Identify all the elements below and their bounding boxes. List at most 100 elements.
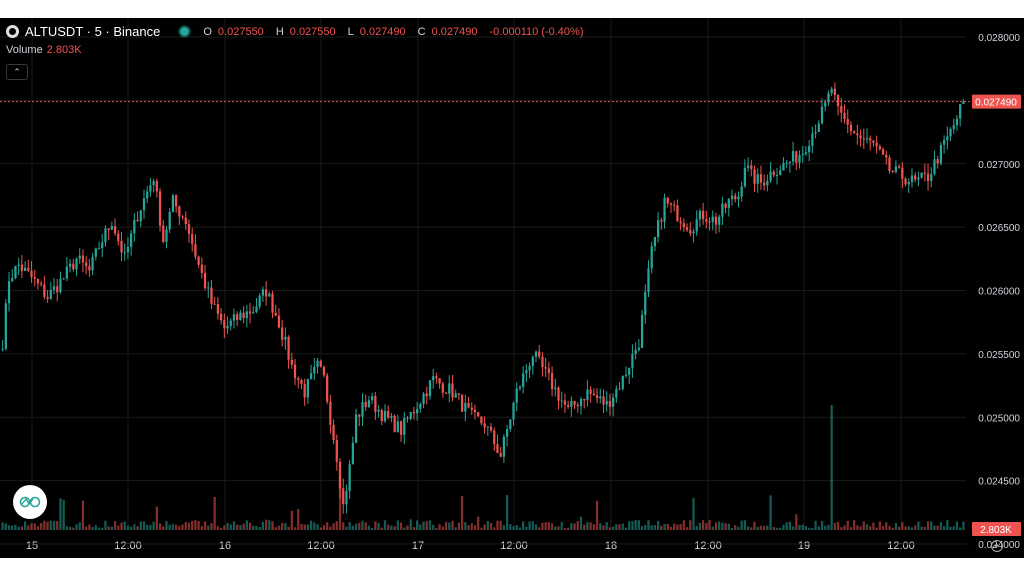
candle-body xyxy=(952,125,955,129)
volume-bar xyxy=(293,527,297,530)
volume-bar xyxy=(640,526,644,530)
volume-bar xyxy=(586,522,589,530)
candle-body xyxy=(763,182,766,186)
candle-body xyxy=(49,289,52,299)
volume-bar xyxy=(541,522,544,530)
volume-bar xyxy=(666,524,669,530)
volume-bar xyxy=(107,526,110,530)
settings-icon[interactable] xyxy=(991,540,1003,552)
candle-body xyxy=(525,370,528,374)
x-tick-label: 12:00 xyxy=(307,540,335,552)
candle-body xyxy=(679,221,682,224)
candle-body xyxy=(894,166,898,172)
volume-bar xyxy=(904,526,907,530)
collapse-legend-button[interactable]: ⌃ xyxy=(6,64,28,80)
volume-bar xyxy=(59,498,62,530)
volume-bar xyxy=(335,521,338,530)
candle-body xyxy=(695,219,698,232)
volume-bar xyxy=(85,526,88,530)
chevron-up-icon: ⌃ xyxy=(13,67,21,77)
volume-bar xyxy=(618,524,621,530)
candle-body xyxy=(840,106,843,113)
candle-body xyxy=(811,133,814,146)
volume-bar xyxy=(788,521,791,530)
volume-bar xyxy=(448,522,451,530)
price-chart[interactable]: 15 12:00 16 12:00 17 12:00 18 12:00 19 12:00 0.028… xyxy=(0,18,1024,558)
candle-body xyxy=(454,393,457,398)
x-tick-label: 19 xyxy=(798,540,810,552)
volume-bar xyxy=(567,527,570,530)
candle-body xyxy=(650,246,653,269)
volume-bar xyxy=(223,525,226,530)
candle-body xyxy=(567,404,570,407)
volume-bar xyxy=(589,522,592,530)
candle-body xyxy=(817,123,820,132)
volume-bar xyxy=(255,526,258,530)
candle-body xyxy=(946,136,949,141)
volume-bar xyxy=(563,527,567,530)
candle-body xyxy=(801,153,804,155)
volume-bar xyxy=(383,520,387,530)
volume-bar xyxy=(306,524,309,530)
volume-bar xyxy=(364,522,367,530)
volume-bar xyxy=(734,525,737,530)
volume-bar xyxy=(178,525,181,530)
volume-bar xyxy=(213,496,216,530)
volume-bar xyxy=(650,525,653,530)
candle-body xyxy=(207,287,210,289)
volume-bar xyxy=(901,522,904,530)
volume-bar xyxy=(377,522,380,530)
candle-body xyxy=(483,423,486,428)
volume-bar xyxy=(486,521,489,530)
candle-body xyxy=(531,356,534,367)
candle-body xyxy=(464,403,467,412)
volume-bar xyxy=(743,520,747,530)
candle-body xyxy=(216,304,220,314)
volume-bar xyxy=(332,523,335,530)
candle-body xyxy=(43,284,46,297)
volume-bar xyxy=(518,527,522,530)
candle-body xyxy=(795,151,798,163)
open-key: O xyxy=(203,25,212,38)
chart-area[interactable]: 15 12:00 16 12:00 17 12:00 18 12:00 19 12:00 0.028… xyxy=(0,18,1024,558)
candle-body xyxy=(252,312,255,314)
volume-bar xyxy=(303,524,306,530)
candle-body xyxy=(640,314,644,348)
candle-body xyxy=(605,400,608,405)
volume-bar xyxy=(833,522,836,530)
volume-bar xyxy=(416,520,419,530)
candle-body xyxy=(438,378,441,384)
volume-bar xyxy=(663,523,666,530)
tradingview-logo[interactable] xyxy=(13,485,47,519)
candle-body xyxy=(197,256,200,265)
candle-body xyxy=(926,173,930,181)
volume-bar xyxy=(692,498,695,530)
candle-body xyxy=(573,401,576,405)
volume-bar xyxy=(1,522,4,530)
candle-body xyxy=(496,444,499,454)
candle-body xyxy=(708,221,711,223)
volume-bar xyxy=(329,526,332,530)
volume-bar xyxy=(441,526,444,530)
candle-body xyxy=(52,286,56,290)
candle-body xyxy=(94,248,97,257)
volume-bar xyxy=(949,526,952,530)
symbol-title[interactable]: ALTUSDT · 5 · Binance xyxy=(25,24,161,39)
volume-bar xyxy=(232,521,236,530)
volume-bar xyxy=(737,526,740,530)
candle-body xyxy=(104,228,107,243)
volume-bar xyxy=(155,506,158,530)
candle-body xyxy=(123,252,126,254)
volume-bar xyxy=(570,523,573,530)
volume-bar xyxy=(599,523,602,530)
volume-bar xyxy=(856,525,859,530)
volume-bar xyxy=(36,526,40,530)
candle-body xyxy=(547,368,550,373)
candle-body xyxy=(859,135,862,139)
candle-body xyxy=(351,442,354,465)
volume-bar xyxy=(695,525,698,530)
candle-body xyxy=(146,191,149,199)
candle-body xyxy=(409,412,412,419)
candle-body xyxy=(236,314,239,320)
candle-body xyxy=(219,313,223,321)
